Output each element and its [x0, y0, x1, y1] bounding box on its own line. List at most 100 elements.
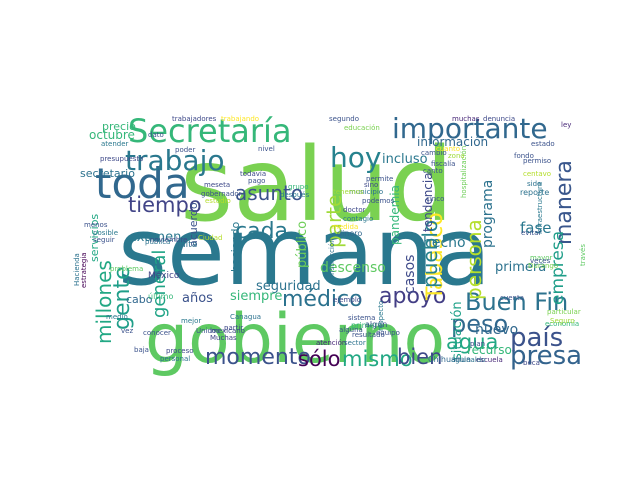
cloud-word: falta — [177, 240, 197, 250]
cloud-word: presupuesto — [100, 155, 143, 163]
cloud-word: resultado — [352, 331, 385, 339]
cloud-word: casos — [402, 255, 418, 294]
cloud-word: Tabasco — [423, 212, 448, 301]
cloud-word: educación — [344, 124, 380, 132]
cloud-word: semana — [118, 198, 491, 307]
cloud-word: secretario — [80, 167, 135, 180]
cloud-word: hoy — [330, 141, 381, 174]
cloud-word: contagio — [343, 215, 373, 223]
cloud-word: sido — [527, 180, 541, 188]
cloud-word: segundo — [329, 115, 359, 123]
cloud-word: importante — [392, 112, 548, 145]
cloud-word: reporte — [520, 188, 549, 197]
cloud-word: noviembre — [150, 236, 187, 244]
cloud-word: Buen Fin — [465, 288, 568, 316]
cloud-word: doctor — [343, 206, 366, 214]
cloud-word: medida — [332, 223, 358, 231]
cloud-word: descenso — [320, 260, 386, 276]
cloud-word: situación — [450, 301, 465, 360]
cloud-word: público — [295, 221, 310, 268]
cloud-word: beca — [523, 359, 540, 367]
cloud-word: fiscalía — [431, 160, 455, 168]
cloud-word: asunto — [235, 181, 303, 205]
cloud-word: denuncia — [483, 115, 515, 123]
cloud-word: persona — [462, 219, 486, 300]
cloud-word: cuenta — [500, 294, 524, 302]
cloud-word: incluso — [382, 152, 428, 167]
cloud-word: todavía — [240, 170, 266, 178]
cloud-word: examen — [129, 230, 181, 245]
cloud-word: bien — [397, 345, 442, 369]
cloud-word: mismo — [342, 347, 413, 371]
cloud-word: fase — [520, 219, 552, 237]
cloud-word: mejor — [181, 317, 201, 325]
cloud-word: México — [148, 270, 180, 281]
cloud-word: momento — [205, 345, 311, 370]
cloud-word: municipio — [349, 188, 383, 196]
cloud-word: permite — [366, 175, 393, 183]
cloud-word: pago — [248, 177, 265, 185]
cloud-word: escuela — [476, 356, 503, 364]
cloud-word: estado — [531, 140, 555, 148]
cloud-word: sector — [344, 339, 366, 347]
cloud-word: cinco — [426, 195, 444, 203]
cloud-word: fondo — [514, 152, 534, 160]
cloud-word: acuerdo — [187, 202, 200, 247]
cloud-word: gobernador — [201, 190, 242, 198]
cloud-word: gobierno — [145, 300, 445, 379]
cloud-word: poder — [175, 146, 195, 154]
cloud-word: trabajadores — [172, 115, 217, 123]
cloud-word: pandemia — [388, 185, 402, 245]
cloud-word: mexicano — [211, 327, 245, 335]
cloud-word: cambio — [421, 149, 447, 157]
cloud-word: programa — [480, 180, 496, 248]
cloud-word: sistema — [348, 314, 375, 322]
cloud-word: servicios — [88, 214, 101, 262]
cloud-word: trabajando — [221, 115, 259, 123]
cloud-word: precio — [102, 120, 136, 133]
cloud-word: problema — [110, 265, 143, 273]
cloud-word: respecto — [377, 301, 385, 331]
cloud-word: sino — [364, 181, 378, 189]
cloud-word: estudio — [205, 197, 231, 205]
cloud-word: infraestructura — [536, 182, 544, 234]
cloud-word: peso — [451, 310, 508, 338]
cloud-word: meseta — [204, 181, 230, 189]
cloud-word: algún — [365, 320, 387, 329]
cloud-word: parte — [322, 195, 346, 248]
cloud-word: dinero — [337, 229, 362, 238]
cloud-word: aguinaldo — [451, 356, 486, 364]
cloud-word: podemos — [362, 197, 395, 205]
cloud-word: octubre — [89, 128, 135, 142]
cloud-word: estrategia — [80, 252, 88, 288]
cloud-word: conocer — [143, 329, 171, 337]
cloud-word: particular — [547, 308, 581, 316]
cloud-word: alguna — [339, 326, 363, 334]
cloud-word: Muchas — [210, 334, 237, 342]
cloud-word: nivel — [258, 145, 275, 153]
cloud-word: ley — [561, 121, 571, 129]
cloud-word: cada — [235, 219, 288, 244]
cloud-word: sólo — [298, 347, 340, 371]
cloud-word: permiso — [523, 157, 551, 165]
cloud-word: después — [280, 191, 310, 199]
cloud-word: tendencia — [421, 172, 435, 232]
cloud-word: tiempo — [128, 193, 202, 217]
cloud-word: Durango — [528, 262, 558, 270]
cloud-word: millones — [92, 260, 116, 344]
cloud-word: posible — [93, 229, 118, 237]
cloud-word: recurso — [467, 343, 512, 357]
cloud-word: apoyo — [379, 284, 446, 309]
cloud-word: Canagua — [230, 313, 261, 321]
cloud-word: médico — [282, 287, 363, 312]
cloud-word: ejemplo — [333, 296, 361, 304]
cloud-word: equipo — [376, 329, 400, 337]
cloud-word: centavo — [523, 170, 551, 178]
cloud-word: presa — [510, 341, 582, 371]
cloud-word: hospitalización — [460, 146, 468, 198]
cloud-word: salud — [180, 126, 453, 245]
cloud-word: seguridad — [256, 279, 321, 294]
cloud-word: información — [417, 135, 488, 149]
cloud-word: años — [182, 291, 213, 306]
cloud-word: haciendo — [229, 221, 242, 272]
